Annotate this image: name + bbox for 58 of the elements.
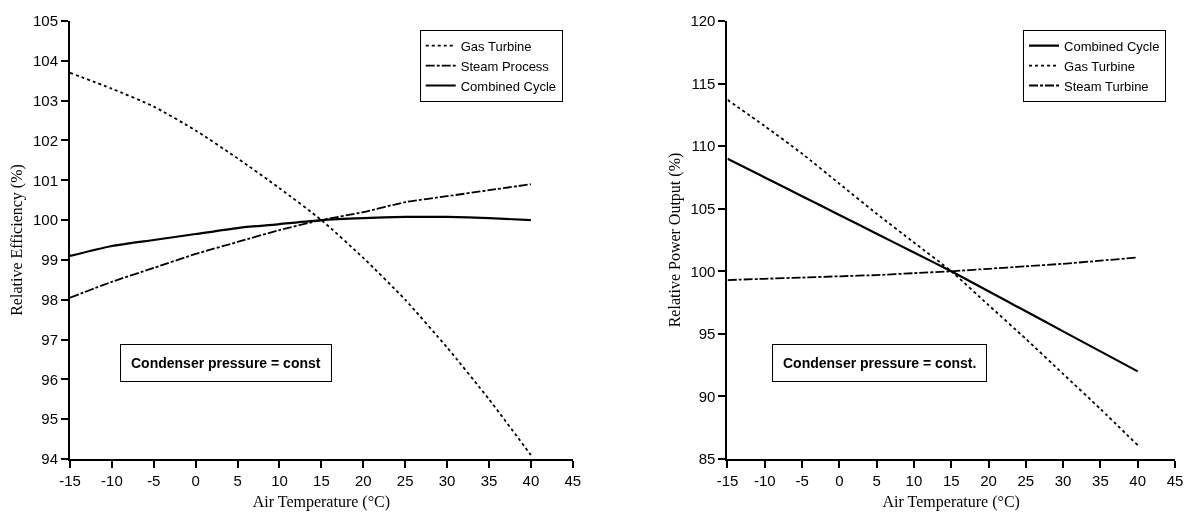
y-tick-label: 120 — [690, 12, 716, 30]
x-tick-label: 30 — [438, 472, 456, 489]
y-axis-title: Relative Efficiency (%) — [8, 164, 27, 316]
x-tick-label: 45 — [1166, 472, 1184, 489]
y-tick-label: 85 — [698, 450, 716, 468]
legend-label: Steam Turbine — [1064, 78, 1149, 94]
x-tick-label: 0 — [191, 472, 200, 489]
y-axis-title: Relative Power Output (%) — [665, 152, 684, 328]
x-tick-label: -15 — [716, 472, 739, 489]
x-tick-label: -15 — [59, 472, 81, 489]
y-tick-label: 102 — [32, 131, 58, 149]
x-tick-label: 25 — [396, 472, 414, 489]
y-tick-label: 101 — [32, 171, 58, 189]
x-tick-label: -10 — [753, 472, 776, 489]
x-tick-label: 5 — [233, 472, 242, 489]
y-tick-label: 90 — [698, 387, 716, 405]
x-axis-title: Air Temperature (°C) — [252, 493, 391, 512]
legend-label: Combined Cycle — [460, 78, 557, 94]
x-tick-label: 0 — [835, 472, 844, 489]
annotation: Condenser pressure = const. — [783, 355, 977, 371]
legend-label: Gas Turbine — [1064, 58, 1135, 74]
y-tick-label: 95 — [41, 410, 58, 428]
y-tick-label: 98 — [41, 290, 58, 308]
x-tick-label: 10 — [905, 472, 923, 489]
y-tick-label: 105 — [690, 199, 716, 217]
y-tick-label: 103 — [32, 91, 58, 109]
x-tick-label: -5 — [147, 472, 161, 489]
x-tick-label: 35 — [480, 472, 498, 489]
x-tick-label: 20 — [980, 472, 997, 489]
annotation: Condenser pressure = const — [131, 355, 321, 371]
y-tick-label: 104 — [32, 52, 58, 70]
y-tick-label: 110 — [691, 137, 716, 155]
y-tick-label: 95 — [698, 325, 716, 343]
x-tick-label: -5 — [795, 472, 809, 489]
x-tick-label: 40 — [522, 472, 540, 489]
y-tick-label: 97 — [41, 330, 58, 348]
y-tick-label: 100 — [690, 262, 716, 280]
y-tick-label: 105 — [32, 12, 58, 30]
x-tick-label: 40 — [1129, 472, 1147, 489]
y-tick-label: 96 — [41, 370, 58, 388]
legend-label: Steam Process — [460, 58, 550, 74]
x-tick-label: 25 — [1017, 472, 1035, 489]
x-tick-label: -10 — [101, 472, 123, 489]
x-tick-label: 45 — [564, 472, 582, 489]
y-tick-label: 94 — [41, 450, 58, 468]
x-tick-label: 5 — [872, 472, 881, 489]
x-axis-title: Air Temperature (°C) — [882, 493, 1020, 512]
x-tick-label: 20 — [354, 472, 372, 489]
legend-label: Combined Cycle — [1064, 38, 1160, 54]
y-tick-label: 99 — [41, 251, 58, 269]
legend-label: Gas Turbine — [460, 38, 532, 54]
y-tick-label: 115 — [691, 74, 716, 92]
x-tick-label: 15 — [313, 472, 330, 489]
x-tick-label: 35 — [1092, 472, 1109, 489]
x-tick-label: 10 — [271, 472, 288, 489]
y-tick-label: 100 — [32, 211, 58, 229]
x-tick-label: 15 — [942, 472, 960, 489]
x-tick-label: 30 — [1054, 472, 1072, 489]
